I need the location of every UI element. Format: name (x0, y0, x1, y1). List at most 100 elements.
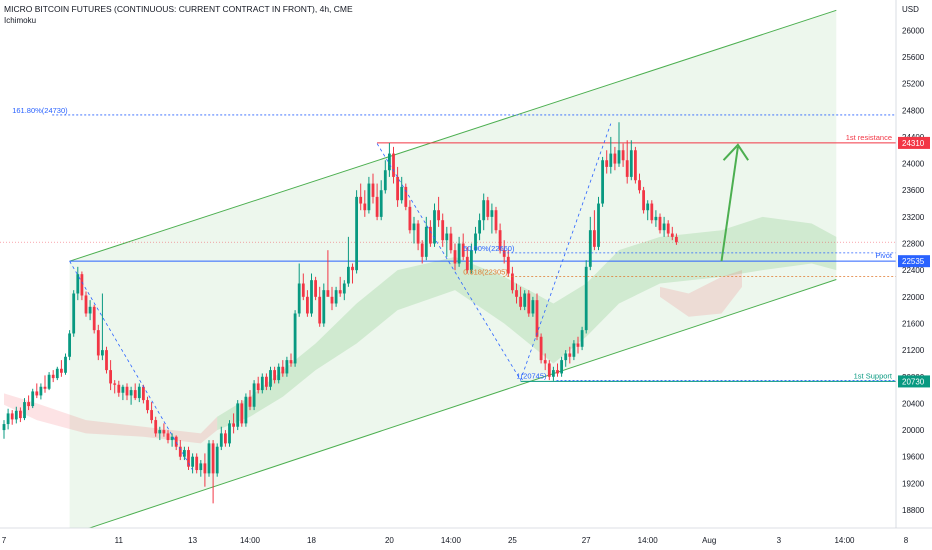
candle-body (133, 390, 137, 399)
x-tick-label: 20 (385, 536, 394, 545)
candle-body (675, 236, 678, 243)
candle-body (404, 186, 408, 207)
candle-body (416, 223, 420, 244)
ichimoku-cloud-bearish-2 (660, 270, 742, 317)
time-axis-bg (0, 528, 932, 550)
candle-body (10, 413, 14, 420)
candle-body (535, 300, 539, 337)
y-tick-label: 20000 (902, 426, 925, 435)
candle-body (64, 356, 67, 373)
x-tick-label: 18 (307, 536, 316, 545)
candle-body (199, 463, 203, 471)
candle-body (195, 456, 199, 471)
candle-body (60, 368, 63, 373)
candle-body (273, 370, 276, 381)
candle-body (92, 306, 96, 331)
candle-body (162, 430, 166, 434)
candle-body (211, 443, 215, 474)
candle-body (482, 200, 486, 221)
candle-body (662, 223, 666, 231)
x-tick-label: 8 (904, 536, 909, 545)
candle-body (363, 203, 367, 211)
candle-body (338, 290, 342, 294)
candle-body (187, 450, 190, 467)
y-tick-label: 20400 (902, 399, 925, 408)
candle-body (154, 420, 158, 434)
candle-body (125, 386, 129, 396)
candle-body (375, 196, 379, 217)
candle-body (502, 250, 506, 257)
candle-body (597, 203, 600, 247)
candle-body (506, 256, 510, 274)
candle-body (6, 413, 10, 425)
candle-body (465, 256, 469, 271)
candle-body (576, 343, 580, 347)
x-tick-label: 7 (2, 536, 7, 545)
candle-body (379, 190, 383, 217)
candle-body (437, 210, 440, 221)
channel-fill (69, 10, 837, 535)
candle-body (84, 295, 88, 314)
candle-body (207, 443, 211, 474)
level-label: Pivot (875, 251, 893, 260)
candle-body (486, 200, 490, 217)
candle-body (593, 230, 596, 247)
candle-body (142, 386, 145, 401)
candle-body (101, 350, 104, 356)
x-tick-label: 14:00 (834, 536, 855, 545)
swing-line (376, 123, 612, 382)
candle-body (215, 446, 219, 474)
price-badge (898, 375, 930, 388)
y-tick-label: 25600 (902, 53, 925, 62)
candle-body (613, 153, 617, 164)
x-tick-label: 14:00 (638, 536, 659, 545)
candle-body (519, 296, 522, 307)
candle-body (605, 160, 609, 167)
candle-body (19, 410, 22, 419)
candle-body (277, 366, 281, 381)
y-tick-label: 18800 (902, 506, 925, 515)
candle-body (203, 463, 207, 474)
candle-body (121, 386, 125, 393)
candle-body (400, 186, 404, 201)
candle-body (322, 290, 326, 324)
candle-body (183, 450, 186, 457)
candle-body (113, 383, 117, 385)
fib-label: 1(20745) (517, 371, 548, 380)
indicator-label: Ichimoku (4, 16, 37, 25)
candle-body (191, 456, 194, 467)
candle-body (166, 433, 170, 441)
candle-body (629, 150, 633, 177)
candle-body (539, 336, 543, 361)
candle-body (55, 368, 59, 379)
candle-body (256, 383, 260, 391)
candle-body (293, 313, 297, 364)
candle-body (236, 403, 240, 427)
candle-body (269, 370, 272, 387)
y-tick-label: 22800 (902, 240, 925, 249)
y-tick-label: 19600 (902, 453, 925, 462)
candle-body (146, 400, 149, 411)
candle-body (572, 343, 576, 357)
candle-body (27, 402, 30, 407)
candle-body (109, 370, 112, 384)
candle-body (88, 306, 92, 314)
chart-title: MICRO BITCOIN FUTURES (CONTINUOUS: CURRE… (4, 4, 353, 14)
candle-body (355, 196, 358, 271)
swing-line (69, 260, 193, 471)
price-badge-label: 20730 (902, 377, 925, 386)
y-tick-label: 22400 (902, 266, 925, 275)
candle-body (178, 446, 182, 457)
candle-body (2, 424, 6, 431)
candle-body (515, 290, 518, 297)
target-arrow (720, 146, 739, 262)
candle-body (412, 223, 416, 231)
candle-body (449, 233, 453, 251)
candle-body (23, 402, 26, 419)
candle-body (347, 266, 350, 284)
candle-body (334, 290, 338, 304)
candle-body (634, 150, 637, 181)
ichimoku-cloud-bullish (217, 216, 837, 431)
candle-body (248, 396, 252, 407)
